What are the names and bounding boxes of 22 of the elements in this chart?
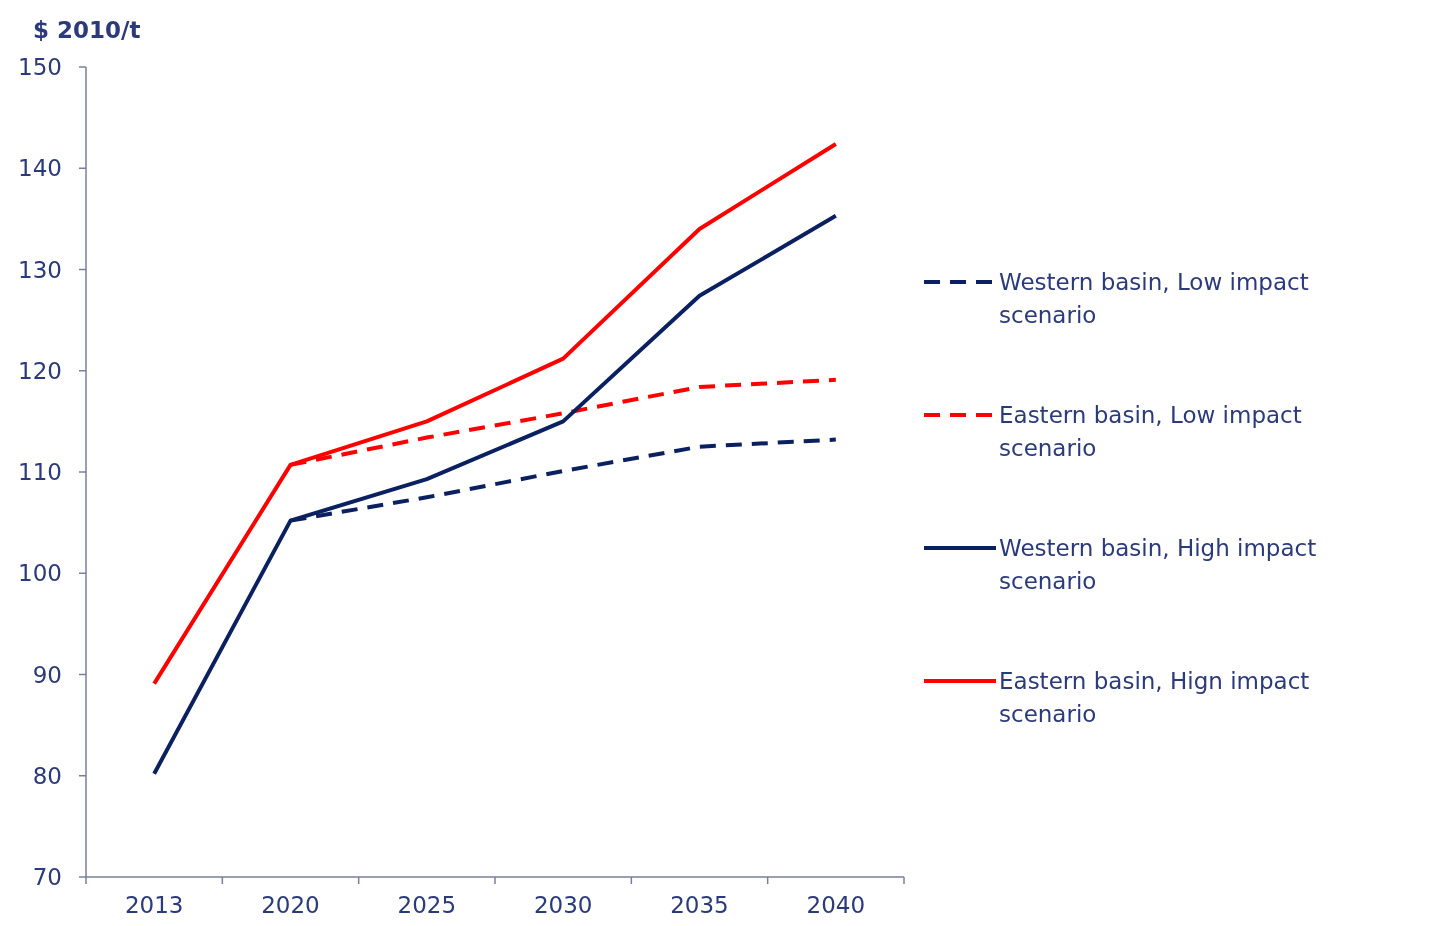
y-tick-label: 140 — [18, 155, 62, 182]
legend-label: Western basin, High impact scenario — [999, 535, 1317, 594]
line-series — [152, 141, 838, 686]
x-tick-label: 2013 — [124, 892, 184, 918]
legend-label: Western basin, Low impact scenario — [999, 269, 1309, 328]
x-tick-label: 2025 — [397, 892, 457, 918]
y-tick-label: 80 — [32, 762, 62, 789]
legend-label: Eastern basin, Low impact scenario — [999, 402, 1302, 461]
legend-label: Eastern basin, Hign impact scenario — [999, 668, 1310, 727]
x-tick-label: 2030 — [533, 892, 593, 918]
y-tick-label: 70 — [32, 864, 62, 891]
y-tick-label: 100 — [18, 560, 62, 587]
y-tick-label: 130 — [18, 256, 62, 283]
y-tick-label: 150 — [18, 54, 62, 81]
y-tick-label: 90 — [32, 661, 62, 688]
line-series — [152, 213, 838, 776]
x-tick-label: 2035 — [670, 892, 729, 918]
x-tick-label: 2020 — [261, 892, 320, 918]
y-axis-title: $ 2010/t — [33, 17, 141, 43]
y-tick-label: 110 — [18, 459, 62, 486]
x-tick-label: 2040 — [806, 892, 866, 918]
y-tick-label: 120 — [18, 357, 62, 384]
